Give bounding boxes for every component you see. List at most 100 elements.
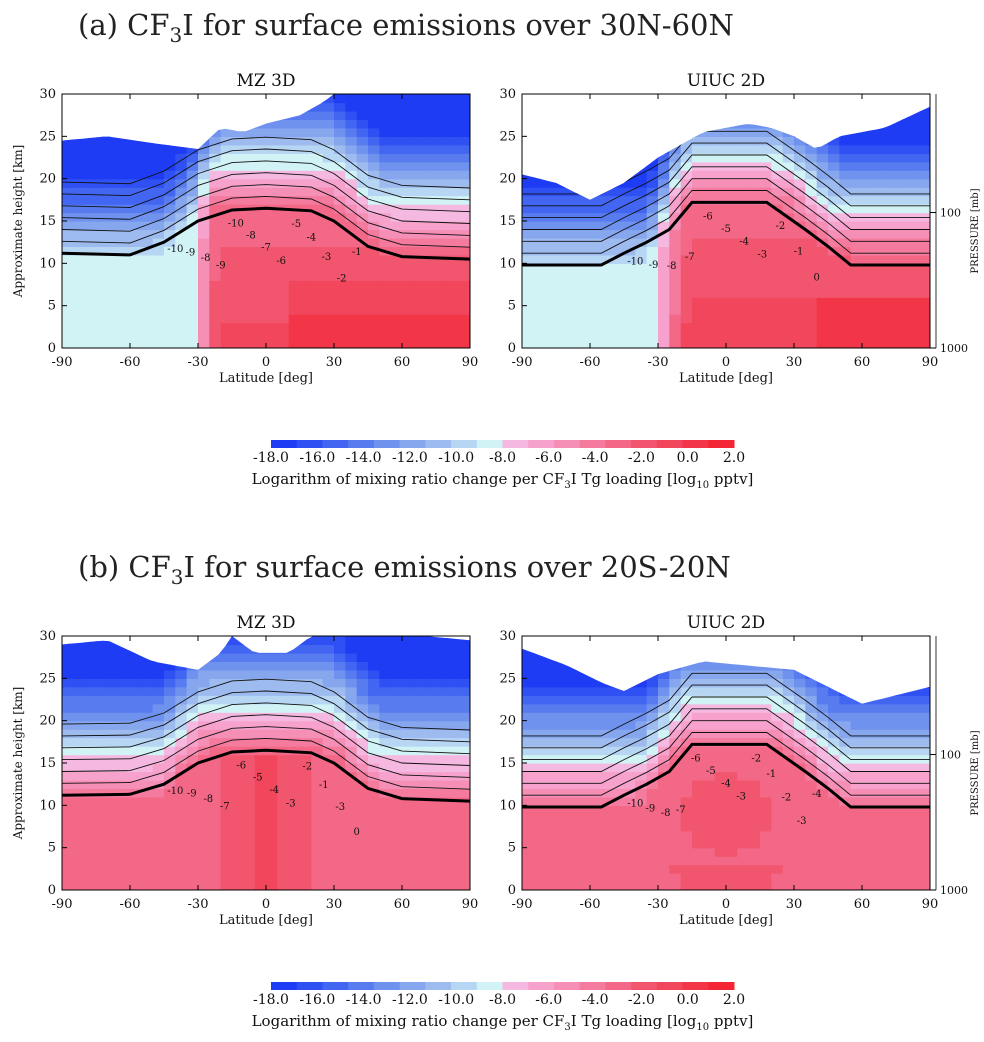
heatmap-cell xyxy=(288,737,301,747)
heatmap-cell xyxy=(737,297,750,307)
heatmap-cell xyxy=(646,229,659,239)
heatmap-cell xyxy=(277,322,290,332)
heatmap-cell xyxy=(714,763,727,773)
heatmap-cell xyxy=(379,644,392,654)
heatmap-cell xyxy=(737,221,750,231)
heatmap-cell xyxy=(107,339,120,348)
heatmap-cell xyxy=(164,746,176,756)
heatmap-cell xyxy=(601,695,614,705)
heatmap-cell xyxy=(152,246,165,256)
heatmap-cell xyxy=(254,636,267,646)
colorbar-swatch xyxy=(425,982,452,990)
heatmap-cell xyxy=(748,161,761,171)
heatmap-cell xyxy=(918,144,930,154)
heatmap-cell xyxy=(198,94,210,104)
heatmap-cell xyxy=(62,720,74,730)
heatmap-cell xyxy=(748,703,761,713)
heatmap-cell xyxy=(896,119,908,129)
heatmap-cell xyxy=(782,314,795,324)
heatmap-cell xyxy=(232,881,244,890)
heatmap-cell xyxy=(816,754,829,764)
heatmap-cell xyxy=(624,873,636,883)
heatmap-cell xyxy=(692,788,704,798)
heatmap-cell xyxy=(522,212,534,222)
heatmap-cell xyxy=(84,288,97,298)
heatmap-cell xyxy=(118,652,131,662)
heatmap-cell xyxy=(186,339,199,348)
heatmap-cell xyxy=(816,822,829,832)
heatmap-cell xyxy=(646,822,659,832)
heatmap-cell xyxy=(624,314,636,324)
heatmap-cell xyxy=(624,796,636,806)
heatmap-cell xyxy=(873,136,886,146)
heatmap-cell xyxy=(436,110,448,120)
heatmap-cell xyxy=(714,822,727,832)
heatmap-cell xyxy=(447,246,460,256)
heatmap-cell xyxy=(107,297,120,307)
heatmap-cell xyxy=(726,754,738,764)
heatmap-cell xyxy=(458,204,470,214)
heatmap-cell xyxy=(794,204,806,214)
heatmap-cell xyxy=(556,229,568,239)
heatmap-cell xyxy=(254,712,267,722)
heatmap-cell xyxy=(62,144,74,154)
tropopause-line xyxy=(522,200,930,267)
heatmap-cell xyxy=(84,805,97,815)
heatmap-cell xyxy=(658,881,670,891)
heatmap-cell xyxy=(658,763,670,773)
heatmap-cell xyxy=(84,661,97,671)
heatmap-cell xyxy=(862,720,874,730)
heatmap-cell xyxy=(243,127,256,137)
heatmap-cell xyxy=(760,106,772,112)
heatmap-cell xyxy=(322,305,335,315)
heatmap-cell xyxy=(737,237,750,247)
heatmap-cell xyxy=(402,204,414,214)
heatmap-cell xyxy=(288,94,301,104)
heatmap-cell xyxy=(578,703,591,713)
heatmap-cell xyxy=(624,204,636,214)
heatmap-cell xyxy=(334,796,346,806)
heatmap-cell xyxy=(624,712,636,722)
heatmap-cell xyxy=(873,788,886,798)
heatmap-cell xyxy=(390,263,403,273)
heatmap-cell xyxy=(300,703,312,713)
colorbar-swatch xyxy=(476,982,503,990)
heatmap-cell xyxy=(533,712,546,722)
heatmap-cell xyxy=(379,314,392,324)
heatmap-cell xyxy=(368,280,380,290)
heatmap-cell xyxy=(141,771,154,781)
heatmap-cell xyxy=(186,779,199,789)
heatmap-cell xyxy=(96,314,108,324)
heatmap-cell xyxy=(118,204,131,214)
heatmap-cell xyxy=(209,161,222,171)
heatmap-cell xyxy=(209,839,222,849)
heatmap-cell xyxy=(436,195,448,205)
heatmap-cell xyxy=(658,652,670,662)
heatmap-cell xyxy=(703,106,716,112)
heatmap-cell xyxy=(805,763,818,773)
heatmap-cell xyxy=(760,754,772,764)
heatmap-cell xyxy=(567,212,580,222)
heatmap-cell xyxy=(447,712,460,722)
heatmap-cell xyxy=(760,839,772,849)
heatmap-cell xyxy=(402,822,414,832)
heatmap-cell xyxy=(533,839,546,849)
contour-label: -10 xyxy=(167,244,183,255)
heatmap-cell xyxy=(556,331,568,341)
heatmap-cell xyxy=(413,314,426,324)
heatmap-cell xyxy=(862,839,874,849)
heatmap-cell xyxy=(578,813,591,823)
heatmap-cell xyxy=(612,110,625,120)
heatmap-cell xyxy=(624,127,636,137)
heatmap-cell xyxy=(118,254,131,264)
heatmap-cell xyxy=(590,136,602,146)
heatmap-cell xyxy=(828,119,840,129)
heatmap-cell xyxy=(884,178,897,188)
heatmap-cell xyxy=(379,703,392,713)
heatmap-cell xyxy=(794,263,806,273)
heatmap-cell xyxy=(884,771,897,781)
heatmap-cell xyxy=(209,720,222,730)
heatmap-cell xyxy=(828,796,840,806)
heatmap-cell xyxy=(311,839,324,849)
heatmap-cell xyxy=(850,161,863,171)
